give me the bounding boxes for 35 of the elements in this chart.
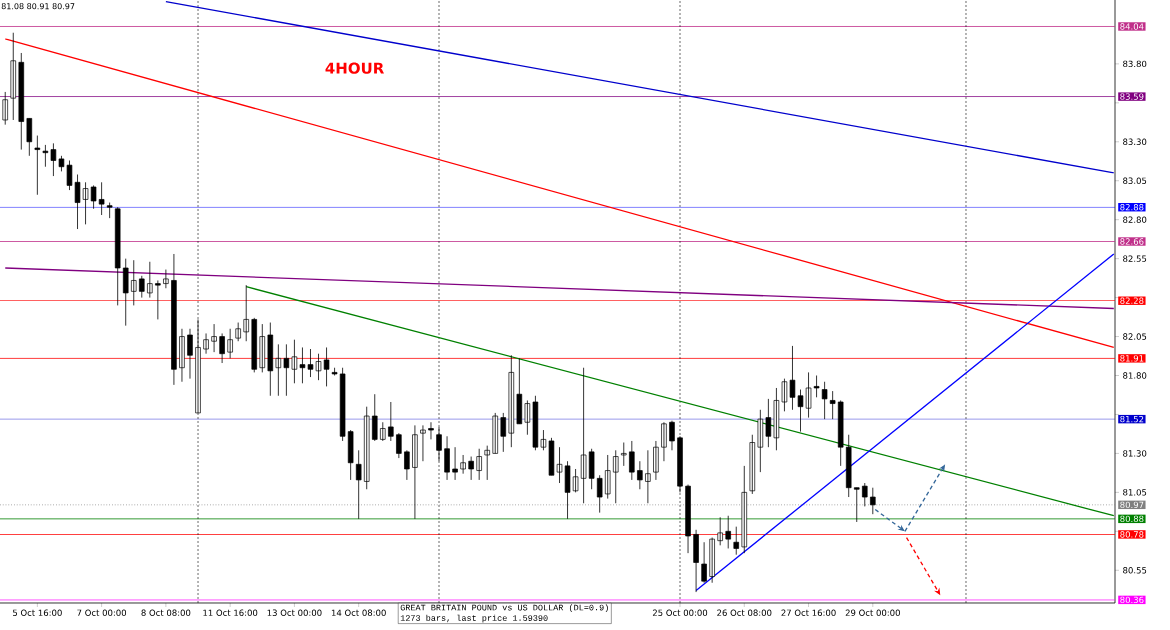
ref-line-label: 80.97 <box>1120 501 1144 509</box>
y-tick-label: 83.05 <box>1123 177 1147 184</box>
x-tick-label: 8 Oct 08:00 <box>141 609 191 616</box>
y-tick-label: 83.30 <box>1123 138 1147 146</box>
ref-line-label: 81.91 <box>1120 355 1144 362</box>
x-tick-label: 7 Oct 00:00 <box>77 609 127 616</box>
x-tick-label: 5 Oct 16:00 <box>13 609 62 616</box>
x-tick-label: 25 Oct 00:00 <box>652 609 708 616</box>
y-tick-label: 83.80 <box>1123 60 1147 68</box>
y-tick-label: 82.55 <box>1123 255 1147 262</box>
y-tick-label: 81.05 <box>1123 489 1147 496</box>
x-tick-label: 14 Oct 08:00 <box>331 609 386 616</box>
text: GREAT BRITAIN POUND vs US DOLLAR (DL=0.9) <box>400 604 608 613</box>
ref-line-label: 82.88 <box>1120 204 1144 211</box>
ref-line-label: 80.78 <box>1120 531 1144 538</box>
ref-line-label: 82.28 <box>1120 297 1144 304</box>
annotation: 81.08 80.91 80.97 <box>1 3 75 10</box>
y-tick-label: 81.80 <box>1123 372 1147 379</box>
y-tick-label: 82.05 <box>1123 333 1147 340</box>
ref-line-label: 82.66 <box>1120 238 1144 245</box>
annotation: 4HOUR <box>325 62 384 74</box>
y-tick-label: 81.30 <box>1123 450 1147 457</box>
y-tick-label: 80.55 <box>1123 567 1147 574</box>
x-tick-label: 29 Oct 00:00 <box>845 609 900 616</box>
ref-line-label: 83.59 <box>1120 93 1144 100</box>
x-tick-label: 27 Oct 16:00 <box>781 609 836 616</box>
x-tick-label: 26 Oct 08:00 <box>717 609 772 616</box>
x-tick-label: 13 Oct 00:00 <box>267 609 322 616</box>
x-tick-label: 11 Oct 16:00 <box>203 609 258 616</box>
ref-line-label: 81.52 <box>1120 415 1144 423</box>
ref-line-label: 84.04 <box>1120 23 1144 30</box>
ref-line-label: 80.88 <box>1120 515 1144 523</box>
text: 1273 bars, last price 1.59390 <box>400 614 548 623</box>
y-tick-label: 82.80 <box>1123 216 1147 223</box>
ref-line-label: 80.36 <box>1120 596 1144 604</box>
